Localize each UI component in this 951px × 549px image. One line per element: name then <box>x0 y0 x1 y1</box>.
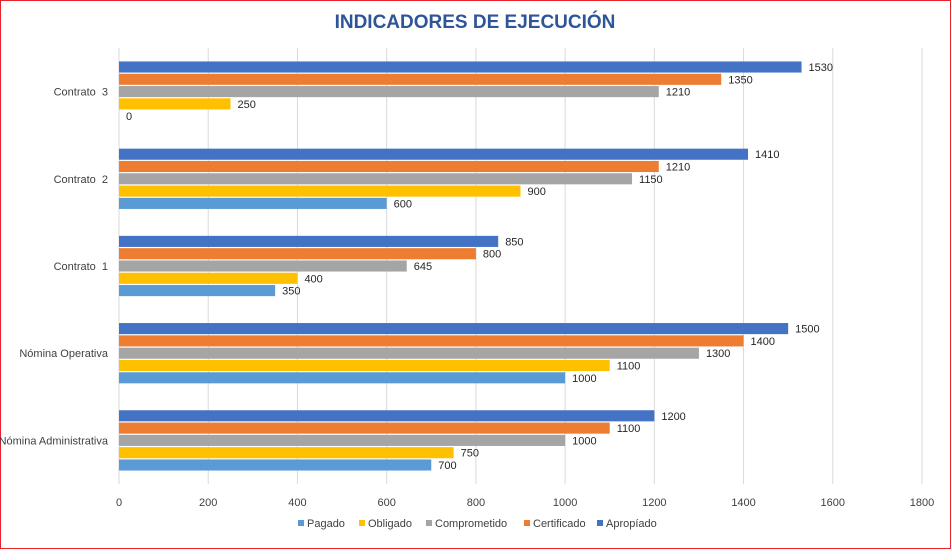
data-label-nomina-operativa-certificado: 1400 <box>751 336 775 348</box>
data-label-contrato-2-certificado: 1210 <box>666 162 690 174</box>
legend-label-pagado: Pagado <box>307 518 345 530</box>
legend-swatch-obligado <box>359 520 365 526</box>
data-label-contrato-3-obligado: 250 <box>238 99 256 111</box>
data-label-contrato-3-certificado: 1350 <box>728 74 752 86</box>
data-label-nomina-operativa-apropiado: 1500 <box>795 324 819 336</box>
legend-swatch-comprometido <box>426 520 432 526</box>
data-label-nomina-administrativa-obligado: 750 <box>461 448 479 460</box>
category-label-contrato-3: Contrato 3 <box>54 87 108 99</box>
bar-contrato-3-obligado <box>119 98 231 110</box>
legend-swatch-certificado <box>524 520 530 526</box>
x-tick-label-600: 600 <box>377 497 395 509</box>
x-tick-label-0: 0 <box>116 497 122 509</box>
bar-contrato-1-comprometido <box>119 260 407 272</box>
category-label-nomina-operativa: Nómina Operativa <box>19 348 109 360</box>
data-label-contrato-2-apropiado: 1410 <box>755 149 779 161</box>
data-label-contrato-3-pagado: 0 <box>126 111 132 123</box>
bar-contrato-1-apropiado <box>119 235 499 247</box>
legend-swatch-apropiado <box>597 520 603 526</box>
x-tick-label-200: 200 <box>199 497 217 509</box>
data-label-contrato-2-obligado: 900 <box>528 186 546 198</box>
bar-contrato-3-certificado <box>119 73 722 85</box>
x-tick-label-1200: 1200 <box>642 497 666 509</box>
data-label-nomina-operativa-comprometido: 1300 <box>706 348 730 360</box>
data-label-contrato-3-apropiado: 1530 <box>809 62 833 74</box>
x-tick-label-1400: 1400 <box>731 497 755 509</box>
legend-label-apropiado: Apropíado <box>606 518 657 530</box>
x-tick-label-400: 400 <box>288 497 306 509</box>
bar-nomina-administrativa-comprometido <box>119 434 566 446</box>
x-tick-label-1600: 1600 <box>821 497 845 509</box>
bar-contrato-2-pagado <box>119 197 387 209</box>
data-label-contrato-1-comprometido: 645 <box>414 261 432 273</box>
category-label-nomina-administrativa: Nómina Administrativa <box>0 435 109 447</box>
category-axis-labels: Nómina Administrativa Nómina Operativa Con… <box>0 87 109 448</box>
bar-contrato-1-certificado <box>119 248 476 260</box>
data-label-contrato-2-pagado: 600 <box>394 198 412 210</box>
bar-nomina-administrativa-apropiado <box>119 410 655 422</box>
x-tick-label-1000: 1000 <box>553 497 577 509</box>
category-label-contrato-1: Contrato 1 <box>54 261 108 273</box>
bar-contrato-2-obligado <box>119 185 521 197</box>
bar-nomina-operativa-pagado <box>119 372 566 384</box>
bar-contrato-1-obligado <box>119 272 298 284</box>
data-label-nomina-administrativa-certificado: 1100 <box>617 423 641 435</box>
category-label-contrato-2: Contrato 2 <box>54 174 108 186</box>
data-label-contrato-1-obligado: 400 <box>304 273 322 285</box>
chart-title: INDICADORES DE EJECUCIÓN <box>335 11 616 33</box>
bar-nomina-administrativa-obligado <box>119 447 454 459</box>
data-label-nomina-operativa-pagado: 1000 <box>572 373 596 385</box>
bar-nomina-operativa-certificado <box>119 335 744 347</box>
bar-nomina-operativa-apropiado <box>119 323 789 335</box>
data-labels: 700 750 1000 1100 1200 1000 1100 1300 1400 1500 35… <box>126 62 833 472</box>
legend-label-obligado: Obligado <box>368 518 412 530</box>
bar-nomina-operativa-obligado <box>119 359 610 372</box>
legend-label-comprometido: Comprometido <box>435 518 507 530</box>
bars <box>119 61 802 471</box>
data-label-contrato-3-comprometido: 1210 <box>666 87 690 99</box>
bar-contrato-3-comprometido <box>119 86 659 98</box>
data-label-contrato-1-apropiado: 850 <box>505 236 523 248</box>
data-label-nomina-administrativa-comprometido: 1000 <box>572 435 596 447</box>
data-label-nomina-administrativa-pagado: 700 <box>438 460 456 472</box>
legend: Pagado Obligado Comprometido Certificado Apr… <box>298 518 657 530</box>
data-label-nomina-administrativa-apropiado: 1200 <box>661 411 685 423</box>
bar-nomina-administrativa-pagado <box>119 459 432 471</box>
legend-swatch-pagado <box>298 520 304 526</box>
bar-contrato-2-apropiado <box>119 148 749 160</box>
bar-contrato-2-comprometido <box>119 173 633 185</box>
data-label-contrato-2-comprometido: 1150 <box>639 174 663 186</box>
x-tick-label-1800: 1800 <box>910 497 934 509</box>
legend-label-certificado: Certificado <box>533 518 586 530</box>
data-label-contrato-1-certificado: 800 <box>483 249 501 261</box>
data-label-contrato-1-pagado: 350 <box>282 286 300 298</box>
bar-contrato-2-certificado <box>119 160 659 173</box>
data-label-nomina-operativa-obligado: 1100 <box>617 361 641 373</box>
bar-contrato-1-pagado <box>119 285 276 297</box>
x-tick-label-800: 800 <box>467 497 485 509</box>
bar-nomina-operativa-comprometido <box>119 347 699 359</box>
bar-nomina-administrativa-certificado <box>119 422 610 434</box>
x-axis-ticks: 0 200 400 600 800 1000 1200 1400 1600 1800 <box>116 497 934 509</box>
bar-contrato-3-apropiado <box>119 61 802 73</box>
